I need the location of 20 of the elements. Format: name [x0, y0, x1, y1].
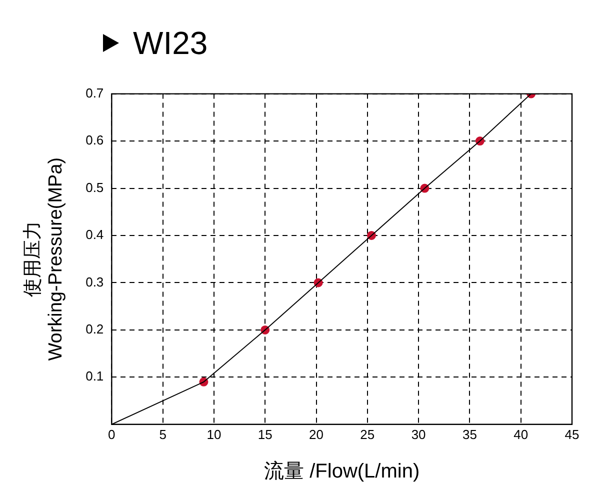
y-tick-label: 0.4 — [86, 227, 104, 242]
y-tick-label: 0.5 — [86, 180, 104, 195]
x-tick-label: 15 — [258, 426, 272, 442]
x-tick-label: 5 — [159, 426, 166, 442]
x-tick-label: 35 — [462, 426, 477, 442]
x-tick-label: 25 — [360, 426, 375, 442]
x-tick-label: 10 — [206, 426, 222, 442]
y-axis-title: 使用压力 Working-Pressure(MPa) — [22, 157, 66, 361]
chart-title: WI23 — [133, 24, 208, 62]
y-tick-label: 0.1 — [86, 368, 104, 384]
x-tick-label: 30 — [411, 426, 426, 442]
y-tick-label: 0.7 — [86, 85, 104, 100]
y-tick-label: 0.2 — [86, 322, 104, 337]
x-tick-label: 20 — [309, 426, 324, 442]
y-tick-label: 0.6 — [86, 132, 104, 148]
y-tick-label: 0.3 — [86, 274, 104, 290]
x-tick-label: 0 — [108, 426, 116, 442]
x-axis-title: 流量 /Flow(L/min) — [264, 460, 420, 483]
x-tick-label: 45 — [564, 426, 580, 442]
x-tick-label: 40 — [514, 426, 528, 442]
